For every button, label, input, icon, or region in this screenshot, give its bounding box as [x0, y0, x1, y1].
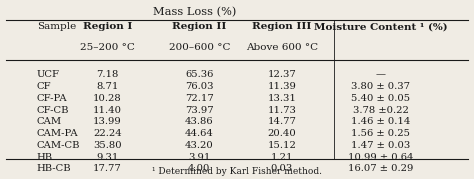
- Text: 9.31: 9.31: [96, 153, 118, 162]
- Text: 44.64: 44.64: [185, 129, 214, 138]
- Text: 43.20: 43.20: [185, 141, 214, 150]
- Text: 22.24: 22.24: [93, 129, 122, 138]
- Text: 4.00: 4.00: [188, 165, 210, 173]
- Text: 73.97: 73.97: [185, 106, 214, 115]
- Text: 43.86: 43.86: [185, 117, 214, 127]
- Text: CF: CF: [36, 82, 51, 91]
- Text: 15.12: 15.12: [267, 141, 296, 150]
- Text: 13.31: 13.31: [267, 94, 296, 103]
- Text: 20.40: 20.40: [267, 129, 296, 138]
- Text: 14.77: 14.77: [267, 117, 296, 127]
- Text: 3.91: 3.91: [188, 153, 210, 162]
- Text: 10.99 ± 0.64: 10.99 ± 0.64: [348, 153, 413, 162]
- Text: 11.40: 11.40: [93, 106, 122, 115]
- Text: CF-PA: CF-PA: [36, 94, 67, 103]
- Text: 76.03: 76.03: [185, 82, 214, 91]
- Text: 3.80 ± 0.37: 3.80 ± 0.37: [351, 82, 410, 91]
- Text: Above 600 °C: Above 600 °C: [246, 43, 318, 52]
- Text: 25–200 °C: 25–200 °C: [80, 43, 135, 52]
- Text: 7.18: 7.18: [96, 71, 118, 79]
- Text: CAM-CB: CAM-CB: [36, 141, 80, 150]
- Text: Region III: Region III: [252, 22, 311, 31]
- Text: 11.73: 11.73: [267, 106, 296, 115]
- Text: HB: HB: [36, 153, 53, 162]
- Text: HB-CB: HB-CB: [36, 165, 72, 173]
- Text: 3.78 ±0.22: 3.78 ±0.22: [353, 106, 409, 115]
- Text: 200–600 °C: 200–600 °C: [169, 43, 230, 52]
- Text: 11.39: 11.39: [267, 82, 296, 91]
- Text: CAM: CAM: [36, 117, 62, 127]
- Text: 16.07 ± 0.29: 16.07 ± 0.29: [348, 165, 413, 173]
- Text: 1.46 ± 0.14: 1.46 ± 0.14: [351, 117, 410, 127]
- Text: 65.36: 65.36: [185, 71, 213, 79]
- Text: 17.77: 17.77: [93, 165, 122, 173]
- Text: Sample: Sample: [36, 22, 76, 31]
- Text: 72.17: 72.17: [185, 94, 214, 103]
- Text: UCF: UCF: [36, 71, 60, 79]
- Text: ¹ Determined by Karl Fisher method.: ¹ Determined by Karl Fisher method.: [152, 167, 322, 176]
- Text: 5.40 ± 0.05: 5.40 ± 0.05: [351, 94, 410, 103]
- Text: —: —: [376, 71, 386, 79]
- Text: 1.56 ± 0.25: 1.56 ± 0.25: [351, 129, 410, 138]
- Text: 12.37: 12.37: [267, 71, 296, 79]
- Text: CAM-PA: CAM-PA: [36, 129, 78, 138]
- Text: Mass Loss (%): Mass Loss (%): [153, 7, 236, 17]
- Text: 1.47 ± 0.03: 1.47 ± 0.03: [351, 141, 410, 150]
- Text: CF-CB: CF-CB: [36, 106, 69, 115]
- Text: 13.99: 13.99: [93, 117, 122, 127]
- Text: 1.21: 1.21: [271, 153, 293, 162]
- Text: Moisture Content ¹ (%): Moisture Content ¹ (%): [314, 22, 447, 31]
- Text: 10.28: 10.28: [93, 94, 122, 103]
- Text: 8.71: 8.71: [96, 82, 118, 91]
- Text: Region II: Region II: [172, 22, 227, 31]
- Text: 35.80: 35.80: [93, 141, 122, 150]
- Text: Region I: Region I: [83, 22, 132, 31]
- Text: 0.03: 0.03: [271, 165, 293, 173]
